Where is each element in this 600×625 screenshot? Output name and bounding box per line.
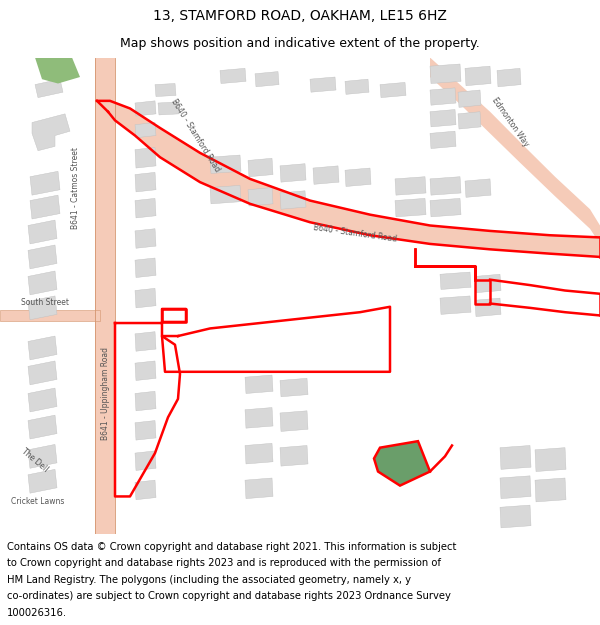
Polygon shape xyxy=(135,229,156,248)
Polygon shape xyxy=(30,171,60,195)
Polygon shape xyxy=(28,271,57,295)
Polygon shape xyxy=(345,79,369,94)
Text: B640 - Stamford Road: B640 - Stamford Road xyxy=(169,98,221,174)
Polygon shape xyxy=(28,469,57,493)
Polygon shape xyxy=(458,90,481,108)
Polygon shape xyxy=(458,112,481,129)
Polygon shape xyxy=(430,109,456,127)
Polygon shape xyxy=(280,191,306,209)
Polygon shape xyxy=(245,375,273,394)
Polygon shape xyxy=(135,332,156,351)
Polygon shape xyxy=(35,58,80,84)
Polygon shape xyxy=(135,451,156,471)
Polygon shape xyxy=(430,131,456,149)
Polygon shape xyxy=(440,272,471,289)
Polygon shape xyxy=(135,173,156,192)
Polygon shape xyxy=(97,101,600,257)
Polygon shape xyxy=(30,195,60,219)
Text: Cricket Lawns: Cricket Lawns xyxy=(11,498,65,506)
Polygon shape xyxy=(475,298,501,316)
Polygon shape xyxy=(465,66,491,86)
Polygon shape xyxy=(245,408,273,428)
Polygon shape xyxy=(28,336,57,360)
Text: B640 - Stamford Road: B640 - Stamford Road xyxy=(313,222,397,243)
Polygon shape xyxy=(535,448,566,471)
Polygon shape xyxy=(430,177,461,195)
Polygon shape xyxy=(135,480,156,500)
Polygon shape xyxy=(135,391,156,411)
Polygon shape xyxy=(32,114,70,151)
Polygon shape xyxy=(255,72,279,87)
Polygon shape xyxy=(440,296,471,314)
Polygon shape xyxy=(95,58,115,534)
Text: The Dell: The Dell xyxy=(20,447,50,474)
Polygon shape xyxy=(310,77,336,92)
Polygon shape xyxy=(280,164,306,182)
Polygon shape xyxy=(395,198,426,217)
Polygon shape xyxy=(374,441,430,486)
Polygon shape xyxy=(28,388,57,412)
Polygon shape xyxy=(535,478,566,502)
Text: Edmonton Way: Edmonton Way xyxy=(490,96,530,149)
Text: South Street: South Street xyxy=(21,298,69,307)
Polygon shape xyxy=(280,378,308,397)
Polygon shape xyxy=(280,446,308,466)
Polygon shape xyxy=(500,505,531,528)
Polygon shape xyxy=(28,415,57,439)
Text: Contains OS data © Crown copyright and database right 2021. This information is : Contains OS data © Crown copyright and d… xyxy=(7,542,457,552)
Polygon shape xyxy=(280,411,308,431)
Polygon shape xyxy=(28,444,57,468)
Polygon shape xyxy=(248,158,273,177)
Polygon shape xyxy=(430,64,461,84)
Text: co-ordinates) are subject to Crown copyright and database rights 2023 Ordnance S: co-ordinates) are subject to Crown copyr… xyxy=(7,591,451,601)
Polygon shape xyxy=(248,188,273,206)
Polygon shape xyxy=(430,58,600,244)
Polygon shape xyxy=(135,258,156,278)
Polygon shape xyxy=(500,476,531,499)
Text: to Crown copyright and database rights 2023 and is reproduced with the permissio: to Crown copyright and database rights 2… xyxy=(7,558,441,568)
Polygon shape xyxy=(28,220,57,244)
Polygon shape xyxy=(465,179,491,198)
Polygon shape xyxy=(497,68,521,87)
Polygon shape xyxy=(135,288,156,308)
Polygon shape xyxy=(135,361,156,381)
Polygon shape xyxy=(345,168,371,186)
Text: B641 - Catmos Street: B641 - Catmos Street xyxy=(71,146,80,229)
Polygon shape xyxy=(220,68,246,84)
Polygon shape xyxy=(158,102,179,115)
Polygon shape xyxy=(0,310,100,321)
Polygon shape xyxy=(28,361,57,385)
Polygon shape xyxy=(35,79,63,98)
Text: B641 - Uppingham Road: B641 - Uppingham Road xyxy=(101,347,110,440)
Polygon shape xyxy=(28,245,57,269)
Polygon shape xyxy=(155,84,176,96)
Text: Map shows position and indicative extent of the property.: Map shows position and indicative extent… xyxy=(120,38,480,50)
Polygon shape xyxy=(245,443,273,464)
Polygon shape xyxy=(135,148,156,168)
Polygon shape xyxy=(313,166,339,184)
Polygon shape xyxy=(245,478,273,499)
Polygon shape xyxy=(430,88,456,105)
Text: 100026316.: 100026316. xyxy=(7,608,67,618)
Polygon shape xyxy=(135,101,156,116)
Polygon shape xyxy=(500,446,531,469)
Polygon shape xyxy=(210,155,241,174)
Text: HM Land Registry. The polygons (including the associated geometry, namely x, y: HM Land Registry. The polygons (includin… xyxy=(7,575,411,585)
Polygon shape xyxy=(135,421,156,440)
Polygon shape xyxy=(475,274,501,292)
Polygon shape xyxy=(135,122,156,138)
Polygon shape xyxy=(210,186,241,204)
Polygon shape xyxy=(380,82,406,98)
Polygon shape xyxy=(430,198,461,217)
Text: 13, STAMFORD ROAD, OAKHAM, LE15 6HZ: 13, STAMFORD ROAD, OAKHAM, LE15 6HZ xyxy=(153,9,447,23)
Polygon shape xyxy=(28,296,57,320)
Polygon shape xyxy=(135,198,156,218)
Polygon shape xyxy=(395,177,426,195)
